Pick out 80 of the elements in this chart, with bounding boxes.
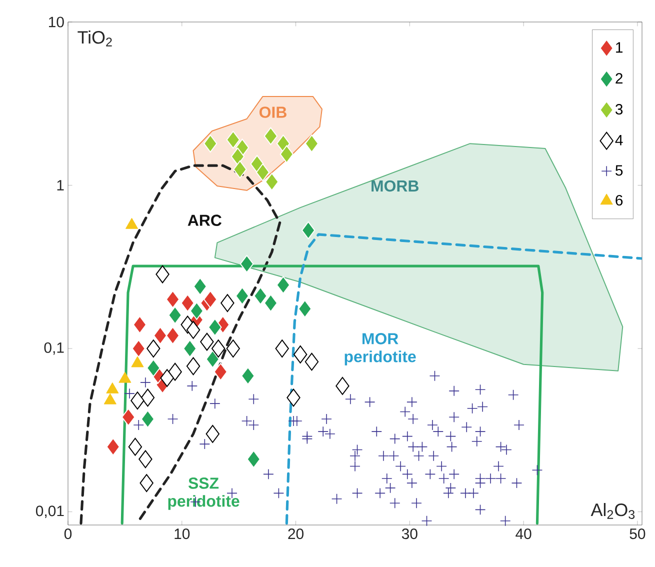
x-axis-title: Al$_{2}$O$_{3}$ [590, 503, 635, 519]
point [286, 388, 300, 407]
point [186, 357, 200, 376]
legend-label: 2 [616, 73, 622, 84]
point [132, 316, 147, 334]
point [146, 340, 160, 358]
point [190, 302, 204, 320]
point [220, 294, 234, 312]
point [160, 369, 174, 387]
point [246, 450, 260, 468]
point [168, 306, 182, 324]
y-tick-label: 0,1 [44, 342, 64, 355]
point [226, 340, 240, 358]
point [264, 294, 278, 312]
point [183, 340, 197, 358]
point [146, 359, 160, 377]
point [275, 340, 289, 358]
x-tick-label: 40 [516, 528, 532, 540]
legend-label: 3 [615, 104, 623, 115]
legend-label: 5 [616, 165, 623, 176]
legend-label: 1 [616, 42, 622, 53]
point [138, 450, 152, 468]
point [304, 352, 319, 371]
point [140, 388, 155, 407]
point [204, 290, 218, 308]
y-tick-label: 1 [57, 180, 64, 190]
point [130, 392, 144, 410]
point [156, 265, 170, 284]
point [235, 286, 250, 305]
point [122, 408, 136, 426]
point [226, 130, 240, 149]
point [264, 127, 278, 146]
point [211, 340, 226, 358]
point [204, 134, 218, 153]
point [206, 424, 220, 443]
point [233, 160, 247, 178]
x-tick-label: 30 [402, 528, 418, 540]
point [304, 134, 319, 153]
point [166, 326, 180, 345]
point [153, 326, 168, 345]
x-tick-label: 50 [630, 528, 646, 540]
point [280, 145, 294, 164]
x-tick-label: 0 [64, 528, 72, 540]
point [254, 286, 268, 305]
point [186, 320, 200, 339]
annotation: OIB [259, 106, 286, 118]
x-tick-label: 10 [174, 528, 190, 540]
point [128, 438, 142, 456]
point [336, 376, 350, 395]
point [256, 163, 270, 182]
line-series [285, 233, 642, 525]
point [106, 438, 120, 456]
point [193, 277, 207, 296]
point [241, 366, 255, 385]
point [206, 350, 220, 368]
point [140, 474, 154, 492]
annotation: MOR peridotite [344, 333, 416, 366]
point [230, 148, 245, 166]
point [132, 340, 146, 358]
y-tick-label: 0,01 [36, 506, 64, 518]
y-tick-label: 10 [49, 16, 64, 28]
point [293, 345, 308, 364]
legend-label: 4 [615, 134, 623, 146]
point [265, 172, 279, 191]
point [298, 300, 312, 318]
y-axis-title: TiO$_{2}$ [78, 30, 112, 46]
point [140, 410, 155, 428]
point [180, 294, 194, 312]
annotation: MORB [372, 180, 418, 192]
point [301, 221, 316, 240]
point [240, 254, 254, 273]
legend-label: 6 [616, 194, 623, 206]
x-tick-label: 20 [288, 528, 304, 540]
point [214, 362, 228, 381]
point [208, 318, 222, 336]
point [168, 362, 182, 381]
point [166, 290, 180, 308]
point [200, 332, 214, 351]
point [276, 276, 290, 294]
annotation: ARC [188, 214, 222, 226]
